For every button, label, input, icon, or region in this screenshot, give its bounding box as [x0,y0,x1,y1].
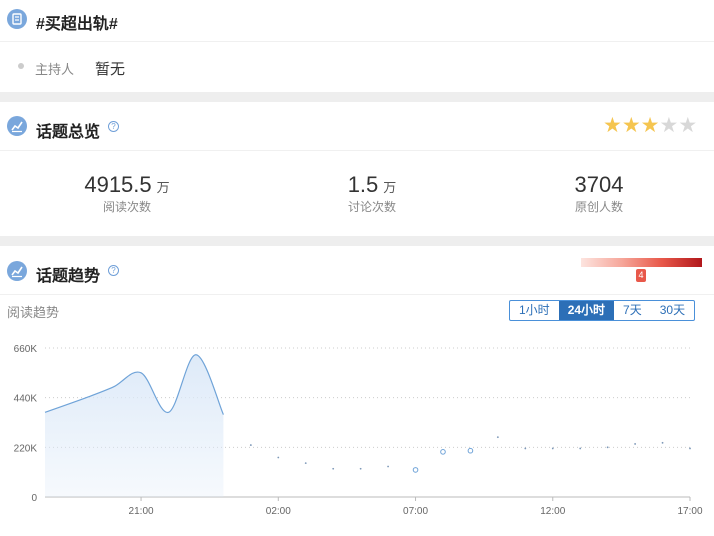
stat-discussions: 1.5 万 讨论次数 [272,172,472,215]
topic-title: #买超出轨# [36,16,118,33]
stat-value: 4915.5 [84,172,152,197]
range-24h-button[interactable]: 24小时 [558,301,615,320]
stat-label: 原创人数 [574,200,623,214]
data-point [359,467,362,470]
data-point [551,447,554,450]
divider [0,294,714,295]
rating-stars: ★ ★ ★ ★ ★ [603,115,697,136]
host-value: 暂无 [95,61,126,78]
series-line [44,354,224,415]
chart-icon [7,261,27,281]
data-point [606,446,609,449]
data-point [467,447,474,454]
stat-label: 讨论次数 [347,200,396,214]
data-point [412,467,419,473]
section-separator [0,236,714,246]
x-tick-label: 07:00 [403,506,428,517]
data-point [277,456,280,459]
data-point [440,449,446,455]
y-tick-label: 0 [31,493,37,504]
y-tick-label: 220K [14,443,38,454]
heat-gradient-bar [581,258,702,267]
series-area [45,354,224,497]
topic-icon [7,9,27,29]
stat-unit: 万 [383,180,397,195]
star-icon: ★ [659,114,679,137]
data-point [661,441,664,444]
y-tick-label: 440K [14,394,38,405]
stat-reads: 4915.5 万 阅读次数 [27,172,227,215]
data-point [304,462,307,465]
range-selector: 1小时 24小时 7天 30天 [509,300,696,321]
x-tick-label: 02:00 [266,506,291,517]
data-point [249,444,252,446]
x-tick-label: 12:00 [540,506,565,517]
stat-value: 1.5 [347,172,379,197]
range-30d-button[interactable]: 30天 [659,303,686,317]
data-point [579,447,582,450]
star-icon: ★ [603,114,622,137]
divider [0,41,714,42]
range-7d-button[interactable]: 7天 [623,303,642,317]
star-icon: ★ [621,114,641,137]
data-point [689,447,691,450]
data-point [332,467,335,470]
x-tick-label: 17:00 [677,506,702,517]
star-icon: ★ [640,114,660,137]
trend-title: 话题趋势 [36,268,101,285]
data-point [387,465,389,468]
heat-marker: 4 [636,269,646,282]
trend-chart: 0 220K 440K 660K 21:00 02:00 07:00 12:00 17:00 [14,344,703,517]
star-icon: ★ [678,114,698,137]
stat-originals: 3704 原创人数 [499,172,699,215]
trend-subtitle: 阅读趋势 [7,305,60,320]
data-point [634,443,637,445]
question-circle-icon[interactable]: ? [108,121,119,132]
overview-title: 话题总览 [36,124,101,141]
x-tick-label: 21:00 [129,506,154,517]
range-1h-button[interactable]: 1小时 [519,303,550,317]
y-tick-label: 660K [14,344,38,355]
divider [0,150,714,151]
section-separator [0,92,714,102]
data-point [496,436,499,439]
stat-label: 阅读次数 [102,200,151,214]
host-label: 主持人 [35,62,75,77]
data-point [524,447,527,450]
question-circle-icon[interactable]: ? [108,265,119,276]
chart-icon [7,116,27,136]
stat-unit: 万 [156,180,170,195]
bullet-dot [18,63,24,69]
stat-value: 3704 [574,172,624,197]
